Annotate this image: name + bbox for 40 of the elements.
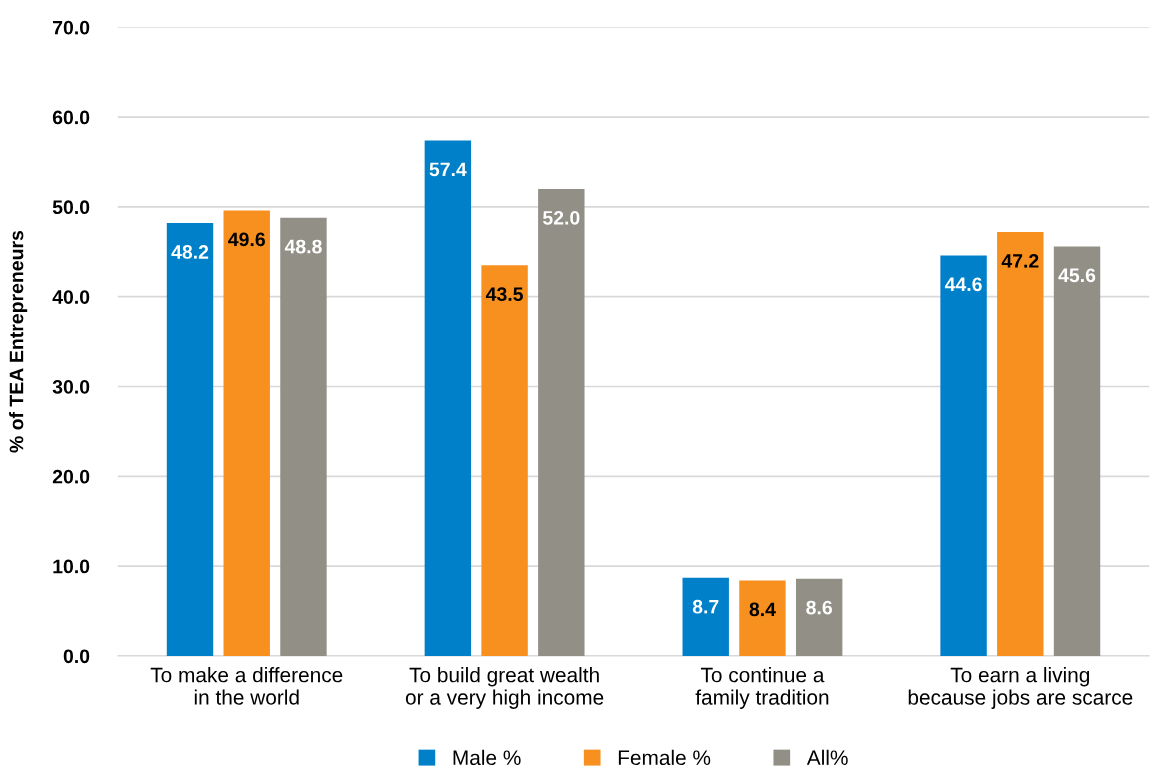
y-axis-title: % of TEA Entrepreneurs [9, 230, 28, 453]
bar [997, 232, 1044, 656]
legend-label: All% [806, 749, 848, 765]
bar [280, 217, 327, 656]
data-label: 8.6 [806, 600, 832, 615]
data-label: 44.6 [944, 277, 982, 292]
data-label: 49.6 [228, 232, 265, 247]
y-tick-label: 60.0 [52, 110, 90, 125]
bar [166, 223, 214, 656]
y-tick-label: 70.0 [53, 20, 90, 35]
legend-label: Male % [453, 749, 521, 766]
bar [1053, 246, 1101, 656]
data-label: 47.2 [1001, 254, 1039, 268]
bar [795, 578, 843, 656]
bar [223, 210, 270, 656]
x-tick-label: To continue a family tradition [695, 667, 829, 709]
data-label: 8.7 [692, 599, 719, 614]
bar [682, 577, 729, 656]
data-label: 45.6 [1058, 268, 1096, 283]
data-label: 48.8 [284, 239, 322, 254]
bar [940, 255, 987, 656]
x-tick-label: To earn a living because jobs are scarce [908, 667, 1133, 709]
data-label: 48.2 [171, 245, 209, 259]
y-tick-label: 20.0 [52, 469, 90, 484]
data-label: 8.4 [749, 602, 776, 617]
y-tick-label: 40.0 [52, 290, 90, 304]
bar [481, 265, 528, 656]
legend-label: Female % [618, 749, 711, 766]
data-label: 43.5 [485, 287, 523, 302]
data-label: 57.4 [429, 162, 467, 177]
bar [424, 140, 472, 656]
y-tick-label: 30.0 [52, 379, 90, 394]
y-tick-label: 0.0 [63, 649, 90, 664]
data-label: 52.0 [543, 210, 580, 225]
y-tick-label: 50.0 [52, 200, 90, 215]
bar [538, 188, 585, 656]
bar [739, 580, 786, 656]
x-tick-label: To make a difference in the world [150, 667, 343, 705]
x-tick-label: To build great wealth or a very high income [405, 667, 604, 709]
y-tick-label: 10.0 [53, 559, 90, 574]
